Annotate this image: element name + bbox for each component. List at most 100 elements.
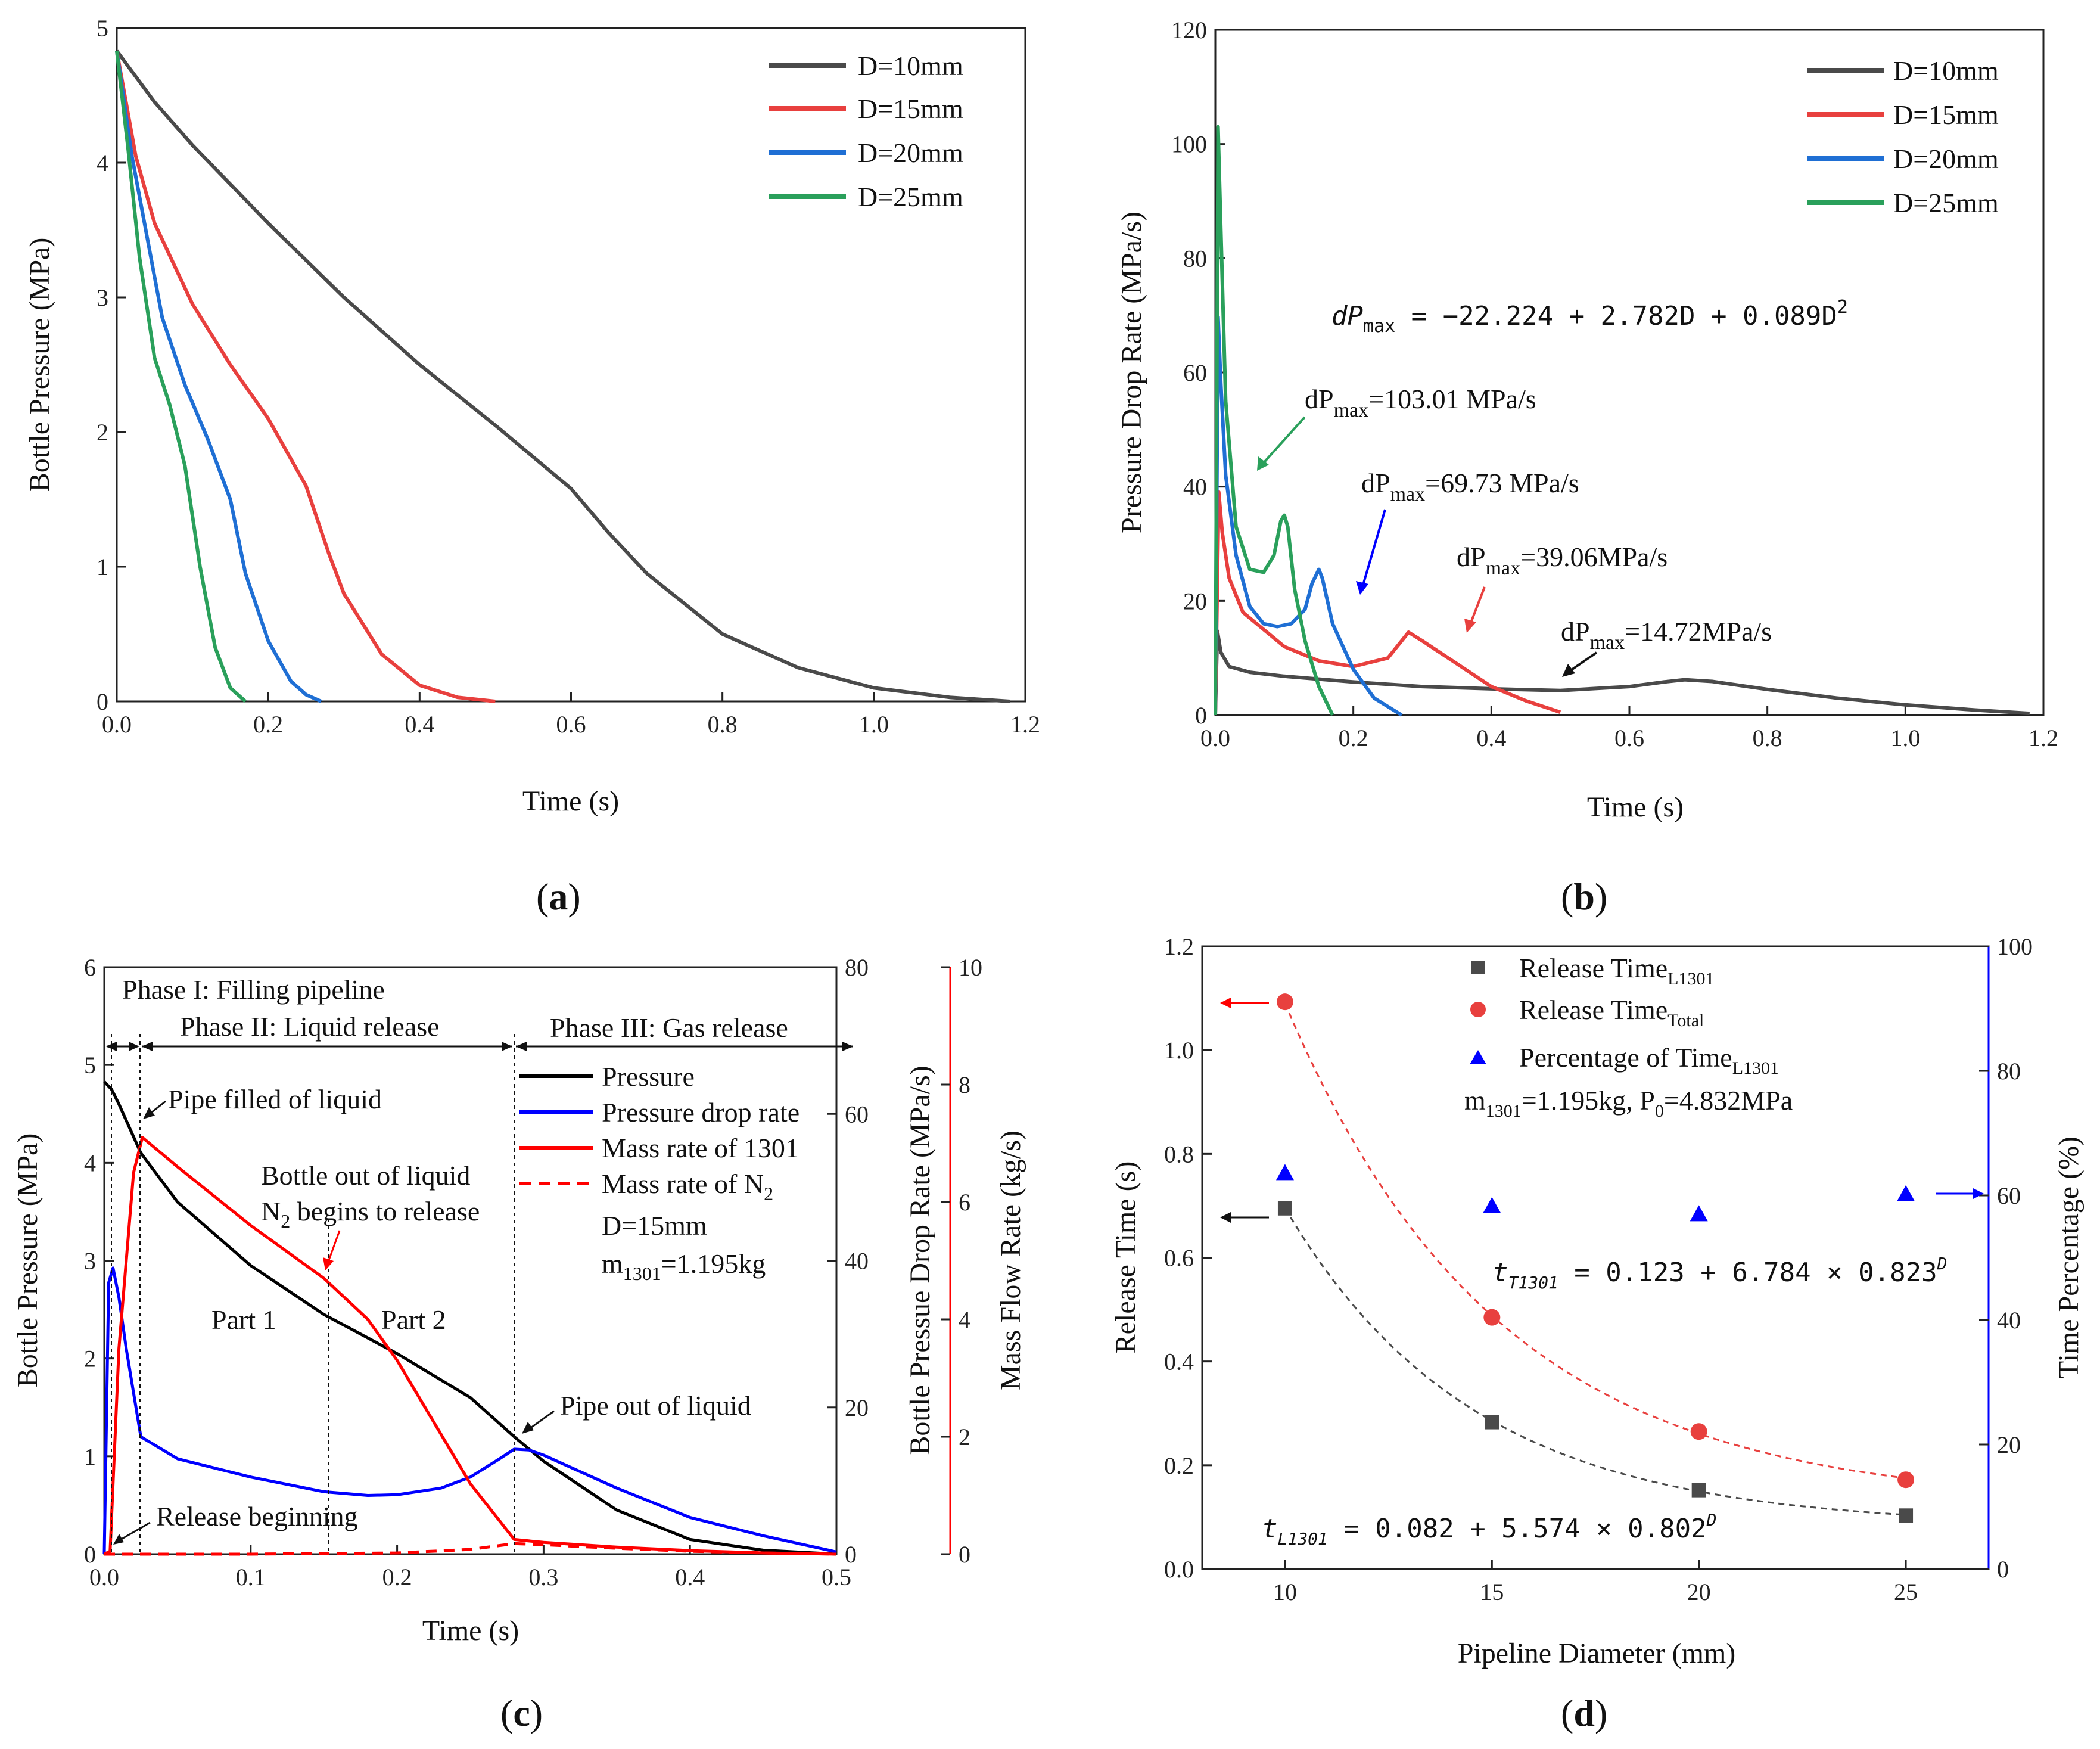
panel-c-x-tick-label: 0.4	[675, 1564, 705, 1590]
panel-b-x-label: Time (s)	[1587, 791, 1684, 823]
panel-c-y-right2-tick-label: 6	[959, 1189, 970, 1216]
phase1-arrowhead-left	[106, 1042, 117, 1051]
marker-square	[1277, 1201, 1292, 1216]
panel-d-x-ticks: 10 15 20 25	[1273, 1560, 1918, 1605]
panel-a-y-tick-label: 2	[97, 419, 108, 446]
panel-b-y-tick-label: 0	[1195, 702, 1207, 729]
panel-d-x-label: Pipeline Diameter (mm)	[1458, 1638, 1736, 1669]
marker-triangle	[1275, 1164, 1294, 1181]
legend-marker-triangle	[1470, 1050, 1486, 1064]
phase3-arrowhead-left	[516, 1042, 527, 1051]
legend-label-d20: D=20mm	[858, 138, 963, 168]
panel-c-series	[102, 1080, 837, 1556]
marker-circle	[1690, 1423, 1707, 1440]
panel-a-x-label: Time (s)	[522, 785, 619, 817]
panel-c-x-tick-label: 0.0	[89, 1564, 119, 1590]
panel-b-plot-frame	[1214, 29, 2045, 716]
panel-d-y-right-tick-label: 100	[1997, 933, 2033, 960]
panel-c-x-tick-label: 0.5	[822, 1564, 851, 1590]
panel-c-y-right2-tick-label: 4	[959, 1306, 970, 1333]
panel-a-x-tick-label: 1.2	[1010, 711, 1040, 738]
panel-b-x-tick-label: 0.4	[1476, 725, 1506, 751]
arrow-d25	[1261, 416, 1306, 466]
panel-d-y-right-tick-label: 20	[1997, 1431, 2021, 1458]
fit-curve-1	[1284, 1003, 1906, 1480]
phase-dividers	[111, 1034, 515, 1554]
panel-d-y-right-tick-label: 60	[1997, 1182, 2021, 1209]
panel-c-y-right2-tick-label: 0	[959, 1541, 970, 1568]
legend-label-d20: D=20mm	[1893, 144, 1999, 174]
legend-mass: m1301=1.195kg	[602, 1248, 766, 1284]
phase2-arrowhead-left	[142, 1042, 153, 1051]
legend-label-percentage: Percentage of TimeL1301	[1519, 1042, 1779, 1078]
panel-c-y-left-tick-label: 4	[84, 1150, 96, 1176]
panel-a-x-tick-label: 0.6	[556, 711, 586, 738]
panel-c-y-right1-tick-label: 0	[845, 1541, 857, 1568]
series-line-D=10mm	[1214, 629, 2030, 716]
axis-pointer-arrows	[1220, 998, 1984, 1223]
series-line-D=15mm	[115, 50, 496, 703]
panel-d-y-left-tick-label: 0.4	[1164, 1349, 1194, 1375]
legend-label-d15: D=15mm	[858, 94, 963, 124]
legend-label-mass-n2: Mass rate of N2	[602, 1169, 773, 1204]
panel-b-y-label: Pressure Drop Rate (MPa/s)	[1116, 212, 1147, 533]
panel-b-chart: 0.0 0.2 0.4 0.6 0.8 1.0 1.2 0 20 40 60 80 100 120 Ti…	[1116, 17, 2058, 918]
panel-a-y-tick-label: 4	[97, 150, 108, 176]
panel-b-x-tick-label: 0.0	[1200, 725, 1230, 751]
panel-d-legend: Release TimeL1301 Release TimeTotal Perc…	[1464, 953, 1793, 1121]
panel-a-x-tick-label: 0.4	[405, 711, 434, 738]
arrowhead-d25	[1257, 456, 1269, 471]
legend-label-release-l1301: Release TimeL1301	[1519, 953, 1715, 989]
panel-d-y-left-tick-label: 1.2	[1164, 933, 1194, 960]
panel-d-y-left-tick-label: 0.8	[1164, 1141, 1194, 1167]
panel-b-y-tick-label: 20	[1183, 588, 1207, 614]
panel-d-y-label-right: Time Percentage (%)	[2053, 1136, 2085, 1378]
panel-d-x-tick-label: 10	[1273, 1579, 1297, 1605]
panel-b-y-tick-label: 60	[1183, 359, 1207, 386]
annotation-phase1: Phase I: Filling pipeline	[122, 974, 385, 1005]
arrowhead-bottle-out	[323, 1257, 334, 1270]
phase-arrows	[106, 1042, 853, 1051]
panel-b-x-tick-label: 1.2	[2029, 725, 2058, 751]
marker-circle	[1483, 1309, 1501, 1326]
arrowhead-d20	[1356, 581, 1368, 595]
panel-a-chart: 0.0 0.2 0.4 0.6 0.8 1.0 1.2 0 1 2 3 4 5 Time (s) Bo…	[24, 15, 1040, 918]
panel-b-x-tick-label: 1.0	[1890, 725, 1920, 751]
legend-label-pressure: Pressure	[602, 1061, 695, 1092]
panel-c-chart: 0.0 0.1 0.2 0.3 0.4 0.5 012345602040608002468…	[12, 954, 1026, 1734]
panel-d-y-left-tick-label: 0.6	[1164, 1245, 1194, 1272]
panel-c-y-left-tick-label: 0	[84, 1541, 96, 1568]
fit-curve-0	[1284, 1207, 1906, 1516]
panel-b-x-tick-label: 0.6	[1614, 725, 1644, 751]
marker-circle	[1276, 993, 1293, 1011]
arrowhead-d15	[1464, 619, 1476, 633]
arrow-d15	[1469, 586, 1486, 626]
arrow-d10	[1567, 651, 1598, 673]
panel-b-series	[1214, 125, 2030, 717]
panel-d-y-left-tick-label: 1.0	[1164, 1037, 1194, 1064]
panel-b-y-tick-label: 80	[1183, 245, 1207, 272]
equation-dpmax: dPmax = −22.224 + 2.782D + 0.089D2	[1331, 297, 1848, 337]
annotation-part1: Part 1	[211, 1304, 276, 1335]
panel-b-legend: D=10mm D=15mm D=20mm D=25mm	[1807, 55, 1999, 218]
panel-c-y-right2-tick-label: 10	[959, 954, 982, 981]
arrowhead-d10	[1562, 664, 1575, 677]
marker-triangle	[1483, 1197, 1501, 1213]
annotation-pipe-out: Pipe out of liquid	[560, 1390, 751, 1421]
panel-b-label: (b)	[1561, 875, 1607, 918]
marker-square	[1899, 1508, 1914, 1523]
panel-a-x-tick-label: 0.0	[102, 711, 132, 738]
panel-d-y-right-tick-label: 0	[1997, 1556, 2009, 1583]
annotation-dpmax-d15: dPmax=39.06MPa/s	[1457, 542, 1667, 579]
marker-square	[1691, 1483, 1706, 1498]
panel-b-x-ticks: 0.0 0.2 0.4 0.6 0.8 1.0 1.2	[1200, 706, 2058, 751]
panel-a-y-tick-label: 0	[97, 688, 108, 715]
arrowhead-left-black	[1220, 1212, 1231, 1223]
phase2-arrowhead-right	[502, 1042, 512, 1051]
series-line-D=20mm	[115, 50, 322, 703]
arrow-pipe-out	[528, 1410, 555, 1430]
annotation-bottle-out: Bottle out of liquid	[261, 1160, 470, 1191]
legend-label-pressure-drop: Pressure drop rate	[602, 1097, 799, 1127]
panel-d-y-ticks: 0.0 0.2 0.4 0.6 0.8 1.0 1.2 0 20 40 60 80 100	[1164, 933, 2033, 1583]
